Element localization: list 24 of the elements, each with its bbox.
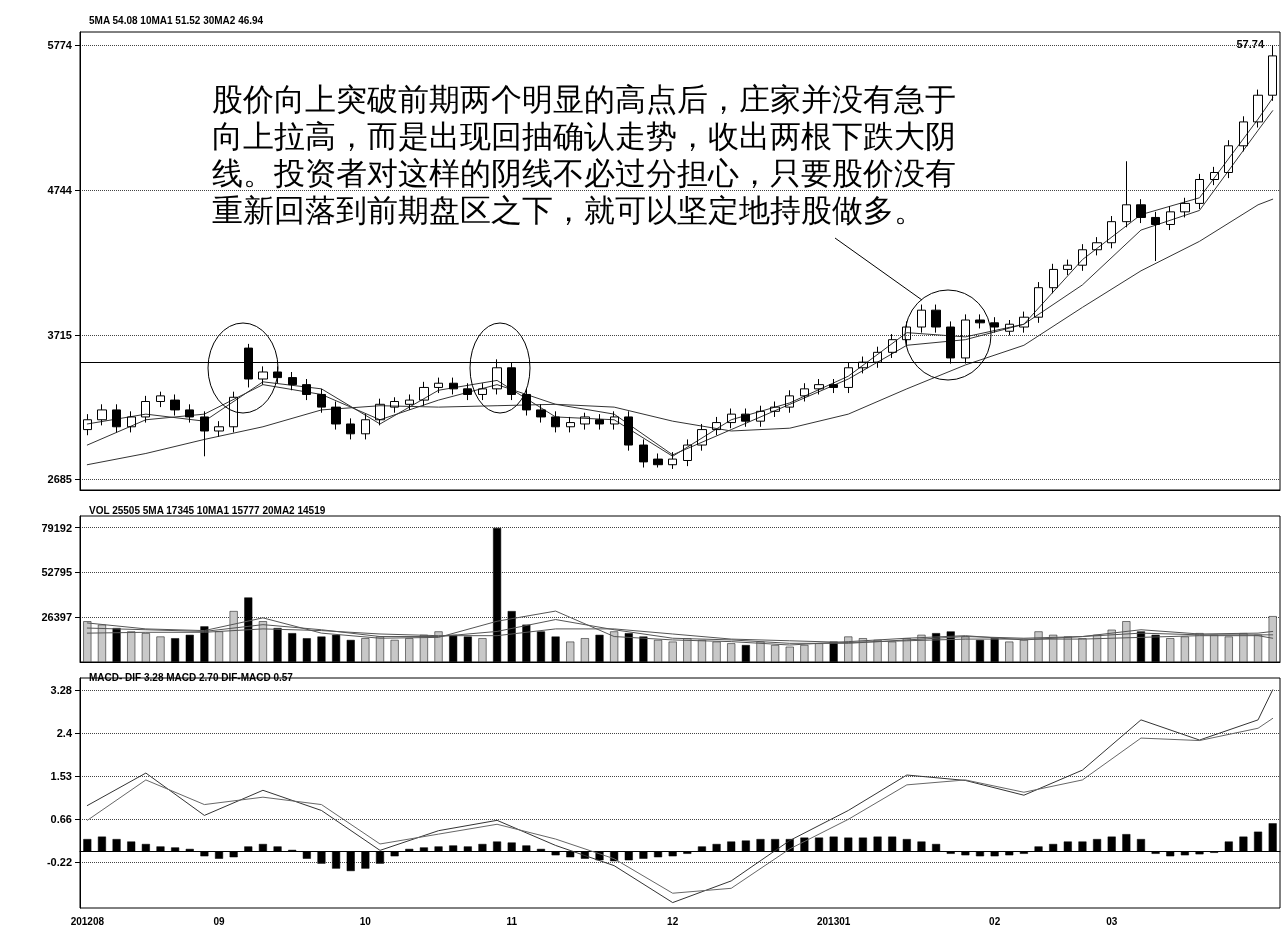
chart-title: 5MA 54.08 10MA1 51.52 30MA2 46.94 [89, 14, 264, 26]
x-tick-label: 09 [213, 915, 226, 927]
chart-title: MACD- DIF 3.28 MACD 2.70 DIF-MACD 0.57 [89, 671, 294, 683]
y-tick-label: 52795 [41, 566, 72, 579]
x-tick-label: 11 [506, 915, 518, 927]
y-tick-label: 2685 [47, 473, 72, 486]
x-tick-label: 201301 [816, 915, 851, 927]
y-tick-label: 5774 [47, 39, 73, 52]
annotation: 股价向上突破前期两个明显的高点后，庄家并没有急于向上拉高，而是出现回抽确认走势，收出两根下跌大阴线。投资者对这样的阴线不必过分担心，只要股价没有重新回落到前期盘区之下，就可以坚定地持股做多。 [212, 80, 956, 228]
x-tick-label: 02 [989, 915, 1001, 927]
x-tick-label: 201208 [70, 915, 105, 927]
chart-title: VOL 25505 5MA 17345 10MA1 15777 20MA2 14519 [89, 504, 326, 516]
x-tick-label: 03 [1106, 915, 1118, 927]
y-tick-label: 2.4 [56, 727, 73, 740]
x-tick-label: 10 [359, 915, 372, 927]
y-tick-label: 4744 [47, 184, 73, 197]
y-tick-label: -0.22 [46, 856, 72, 869]
y-tick-label: 79192 [41, 521, 72, 534]
y-tick-label: 26397 [41, 611, 72, 624]
y-tick-label: 0.66 [50, 812, 72, 825]
y-tick-label: 3.28 [50, 683, 72, 696]
x-tick-label: 12 [667, 915, 679, 927]
y-tick-label: 3715 [47, 328, 72, 341]
y-tick-label: 1.53 [50, 770, 72, 783]
